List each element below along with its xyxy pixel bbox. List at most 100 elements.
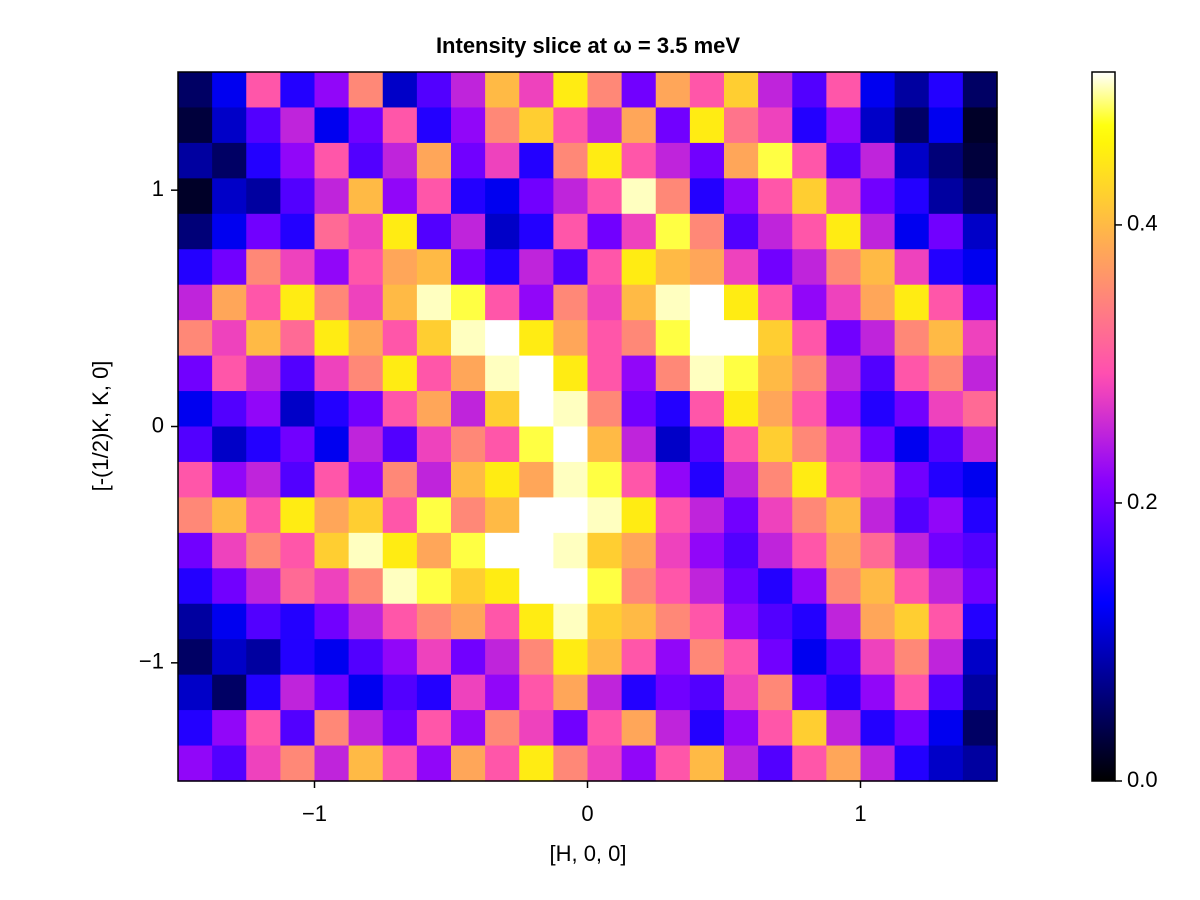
heatmap-cell: [348, 568, 384, 605]
heatmap-cell: [280, 178, 316, 215]
heatmap-cell: [246, 284, 281, 321]
heatmap-cell: [894, 355, 930, 392]
heatmap-cell: [724, 426, 759, 463]
heatmap-cell: [416, 603, 452, 640]
heatmap-cell: [553, 107, 589, 144]
heatmap-cell: [178, 674, 213, 711]
heatmap-cell: [382, 568, 418, 605]
heatmap-cell: [246, 178, 281, 215]
heatmap-cell: [724, 674, 759, 711]
heatmap-cell: [280, 568, 316, 605]
heatmap-cell: [860, 461, 896, 498]
heatmap-cell: [416, 497, 452, 534]
heatmap-cell: [348, 355, 384, 392]
heatmap-cell: [587, 72, 623, 109]
heatmap-cell: [246, 603, 281, 640]
heatmap-cell: [758, 142, 793, 179]
heatmap-cell: [485, 391, 520, 428]
heatmap-cell: [246, 72, 281, 109]
heatmap-cell: [280, 320, 316, 357]
x-tick-label: 0: [581, 801, 593, 826]
heatmap-cell: [724, 249, 759, 286]
heatmap-cell: [894, 745, 930, 782]
heatmap-cell: [314, 426, 350, 463]
heatmap-cell: [621, 745, 657, 782]
heatmap-cell: [860, 320, 896, 357]
heatmap-cell: [178, 249, 213, 286]
heatmap-cell: [246, 249, 281, 286]
heatmap-cell: [485, 320, 520, 357]
heatmap-cell: [962, 178, 998, 215]
heatmap-cell: [587, 745, 623, 782]
heatmap-cell: [587, 497, 623, 534]
heatmap-cell: [485, 213, 520, 250]
heatmap-cell: [792, 745, 827, 782]
heatmap-cell: [314, 603, 350, 640]
heatmap-cell: [962, 355, 998, 392]
heatmap-cell: [826, 355, 862, 392]
heatmap-cell: [451, 391, 486, 428]
heatmap-cell: [758, 107, 793, 144]
colorbar-tick-label: 0.0: [1127, 767, 1158, 792]
heatmap-cell: [724, 355, 759, 392]
heatmap-cell: [826, 710, 862, 747]
heatmap-cell: [928, 497, 964, 534]
x-tick-label: −1: [302, 801, 327, 826]
heatmap-cell: [451, 745, 486, 782]
heatmap-cell: [962, 710, 998, 747]
heatmap-cell: [689, 213, 725, 250]
heatmap-cell: [860, 674, 896, 711]
heatmap-cell: [382, 284, 418, 321]
heatmap-cell: [689, 142, 725, 179]
heatmap-cell: [246, 107, 281, 144]
heatmap-cell: [792, 142, 827, 179]
heatmap-cell: [860, 568, 896, 605]
heatmap-cell: [416, 391, 452, 428]
heatmap-cell: [860, 603, 896, 640]
heatmap-cell: [689, 107, 725, 144]
heatmap-cell: [826, 497, 862, 534]
heatmap-cell: [894, 426, 930, 463]
heatmap-cell: [485, 142, 520, 179]
heatmap-cell: [826, 568, 862, 605]
heatmap-cell: [178, 639, 213, 676]
heatmap-cell: [758, 639, 793, 676]
heatmap-cell: [416, 745, 452, 782]
heatmap-cell: [382, 603, 418, 640]
heatmap-cell: [280, 107, 316, 144]
heatmap-cell: [792, 213, 827, 250]
heatmap-cell: [382, 497, 418, 534]
heatmap-cell: [485, 745, 520, 782]
heatmap-cell: [928, 710, 964, 747]
heatmap-cell: [792, 532, 827, 569]
heatmap-cell: [928, 320, 964, 357]
heatmap-cell: [553, 497, 589, 534]
heatmap-cell: [212, 72, 247, 109]
heatmap-cell: [553, 213, 589, 250]
heatmap-cell: [246, 745, 281, 782]
heatmap-cell: [416, 72, 452, 109]
heatmap-cell: [655, 213, 691, 250]
heatmap-cell: [860, 710, 896, 747]
heatmap-cell: [587, 178, 623, 215]
heatmap-cell: [621, 674, 657, 711]
heatmap-cell: [587, 107, 623, 144]
heatmap-cell: [621, 355, 657, 392]
heatmap-cell: [860, 178, 896, 215]
heatmap-cell: [587, 142, 623, 179]
heatmap-cell: [553, 674, 589, 711]
heatmap-cell: [724, 320, 759, 357]
heatmap-cell: [246, 320, 281, 357]
heatmap-cell: [485, 639, 520, 676]
heatmap-cell: [962, 639, 998, 676]
heatmap-cell: [416, 532, 452, 569]
heatmap-cell: [553, 178, 589, 215]
heatmap-cell: [280, 391, 316, 428]
heatmap-cell: [655, 249, 691, 286]
heatmap-cell: [860, 391, 896, 428]
heatmap-cell: [962, 249, 998, 286]
y-tick-label: −1: [139, 649, 164, 674]
heatmap-cell: [485, 178, 520, 215]
heatmap-cell: [826, 72, 862, 109]
heatmap-cell: [280, 639, 316, 676]
